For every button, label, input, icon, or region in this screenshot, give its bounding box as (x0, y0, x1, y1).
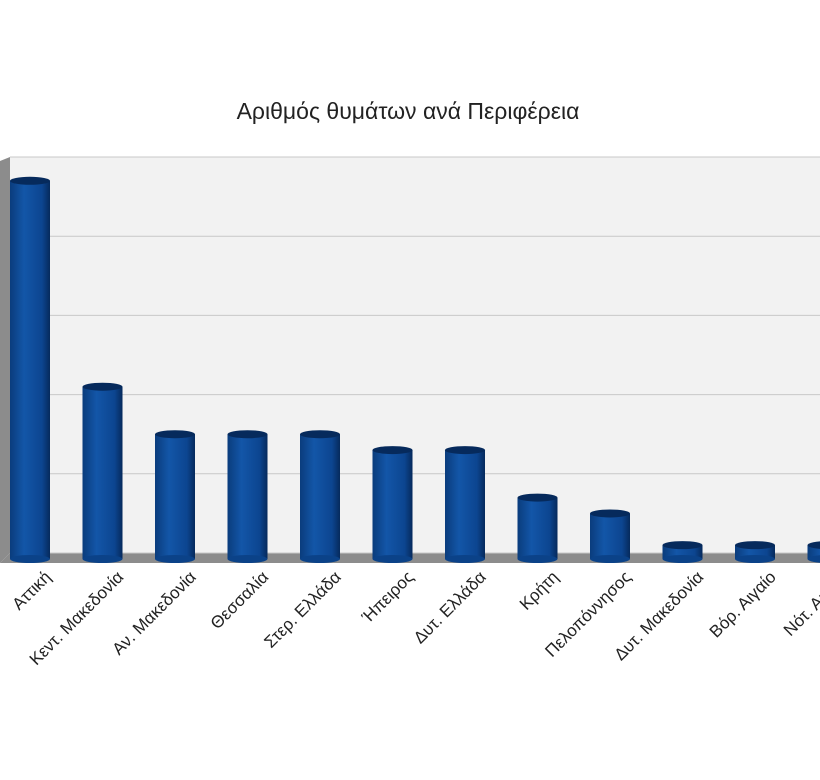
bar-body (590, 513, 630, 559)
bar-top (300, 430, 340, 439)
bar-top (517, 493, 558, 502)
bar-bottom (807, 555, 820, 563)
bar-body (735, 545, 775, 559)
bar-body (10, 180, 50, 560)
bar (10, 176, 50, 563)
bar-bottom (155, 555, 195, 563)
bar (372, 446, 413, 563)
bar-body (155, 434, 195, 559)
bar-top (372, 446, 413, 455)
bar-bottom (227, 555, 268, 563)
bar-bottom (517, 555, 558, 563)
bar (590, 509, 630, 563)
bar-bottom (10, 555, 50, 563)
x-tick-label: Κρήτη (516, 567, 562, 613)
bar-body (517, 497, 558, 559)
x-tick-label: Νότ. Αιγαίο (780, 567, 820, 639)
bar-top (807, 541, 820, 549)
bar-top (155, 430, 195, 439)
x-tick-label: Αττική (9, 567, 55, 613)
x-tick-label: Ήπειρος (357, 567, 417, 627)
bar-body (662, 545, 703, 559)
bars-group (10, 176, 820, 563)
bar-top (82, 382, 123, 391)
bar-top (227, 430, 268, 439)
x-tick-label: Θεσσαλία (207, 567, 273, 633)
bar-body (227, 434, 268, 559)
side-wall (0, 157, 10, 563)
bar (82, 382, 123, 563)
bar-top (662, 541, 703, 550)
bar (662, 541, 703, 563)
bar (227, 430, 268, 563)
bar (155, 430, 195, 563)
chart-background (0, 156, 820, 563)
bar-bottom (82, 555, 123, 563)
bar-top (10, 176, 50, 185)
bar (807, 541, 820, 563)
bar-bottom (735, 555, 775, 563)
bar (735, 541, 775, 563)
bar-body (445, 450, 485, 559)
bar (517, 493, 558, 563)
bar-top (445, 446, 485, 455)
bar (300, 430, 340, 563)
bar-bottom (590, 555, 630, 563)
chart-title: Αριθμός θυμάτων ανά Περιφέρεια (236, 98, 580, 124)
bar-bottom (662, 555, 703, 563)
x-tick-label: Στερ. Ελλάδα (260, 567, 344, 651)
bar-body (372, 450, 413, 559)
bar-top (735, 541, 775, 550)
bar (445, 446, 485, 563)
bar-bottom (445, 555, 485, 563)
bar-body (807, 545, 820, 559)
x-tick-label: Βόρ. Αιγαίο (706, 567, 780, 641)
plot-area (10, 157, 820, 553)
bar-bottom (300, 555, 340, 563)
bar-bottom (372, 555, 413, 563)
bar-top (590, 509, 630, 518)
x-tick-label: Δυτ. Ελλάδα (410, 567, 490, 647)
bar-body (82, 386, 123, 559)
bar-body (300, 434, 340, 559)
